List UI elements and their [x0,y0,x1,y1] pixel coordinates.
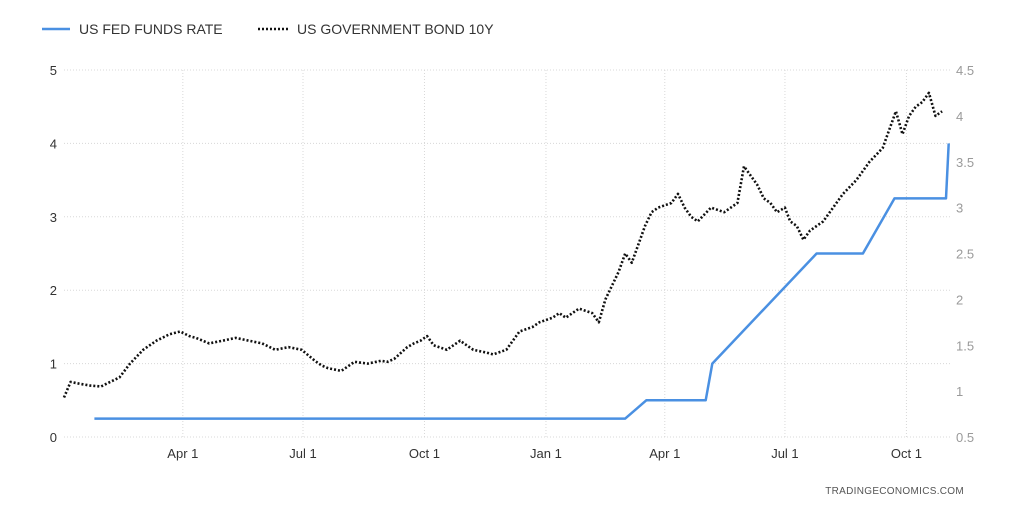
x-tick-label: Jul 1 [289,446,316,461]
x-tick-label: Apr 1 [167,446,198,461]
legend-label-fed-funds: US FED FUNDS RATE [79,21,223,37]
y-left-tick-label: 4 [50,136,57,151]
y-right-tick-label: 3 [956,201,963,216]
series-line-fed-funds [94,143,950,420]
y-left-tick-label: 2 [50,283,57,298]
legend: US FED FUNDS RATE US GOVERNMENT BOND 10Y [42,21,494,37]
y-right-tick-label: 4.5 [956,63,974,78]
y-right-tick-label: 2.5 [956,247,974,262]
y-axis-right: 0.5 1 1.5 2 2.5 3 3.5 4 4.5 [956,63,974,445]
grid [64,69,950,438]
y-right-tick-label: 4 [956,109,963,124]
y-left-tick-label: 1 [50,357,57,372]
legend-item-fed-funds[interactable]: US FED FUNDS RATE [42,21,223,37]
source-credit[interactable]: TRADINGECONOMICS.COM [825,486,964,497]
y-right-tick-label: 1 [956,384,963,399]
x-tick-label: Oct 1 [891,446,922,461]
y-right-tick-label: 3.5 [956,155,974,170]
y-left-tick-label: 3 [50,210,57,225]
x-tick-label: Apr 1 [649,446,680,461]
x-tick-label: Jul 1 [771,446,798,461]
series-line-bond-10y [62,91,943,399]
x-tick-label: Oct 1 [409,446,440,461]
y-right-tick-label: 1.5 [956,338,974,353]
legend-item-bond-10y[interactable]: US GOVERNMENT BOND 10Y [258,21,494,37]
plot-series [62,91,950,420]
y-left-tick-label: 0 [50,430,57,445]
y-axis-left: 0 1 2 3 4 5 [50,63,57,445]
x-axis: Apr 1 Jul 1 Oct 1 Jan 1 Apr 1 Jul 1 Oct 1 [167,446,922,461]
y-left-tick-label: 5 [50,63,57,78]
x-tick-label: Jan 1 [530,446,562,461]
legend-label-bond-10y: US GOVERNMENT BOND 10Y [297,21,494,37]
y-right-tick-label: 2 [956,292,963,307]
y-right-tick-label: 0.5 [956,430,974,445]
